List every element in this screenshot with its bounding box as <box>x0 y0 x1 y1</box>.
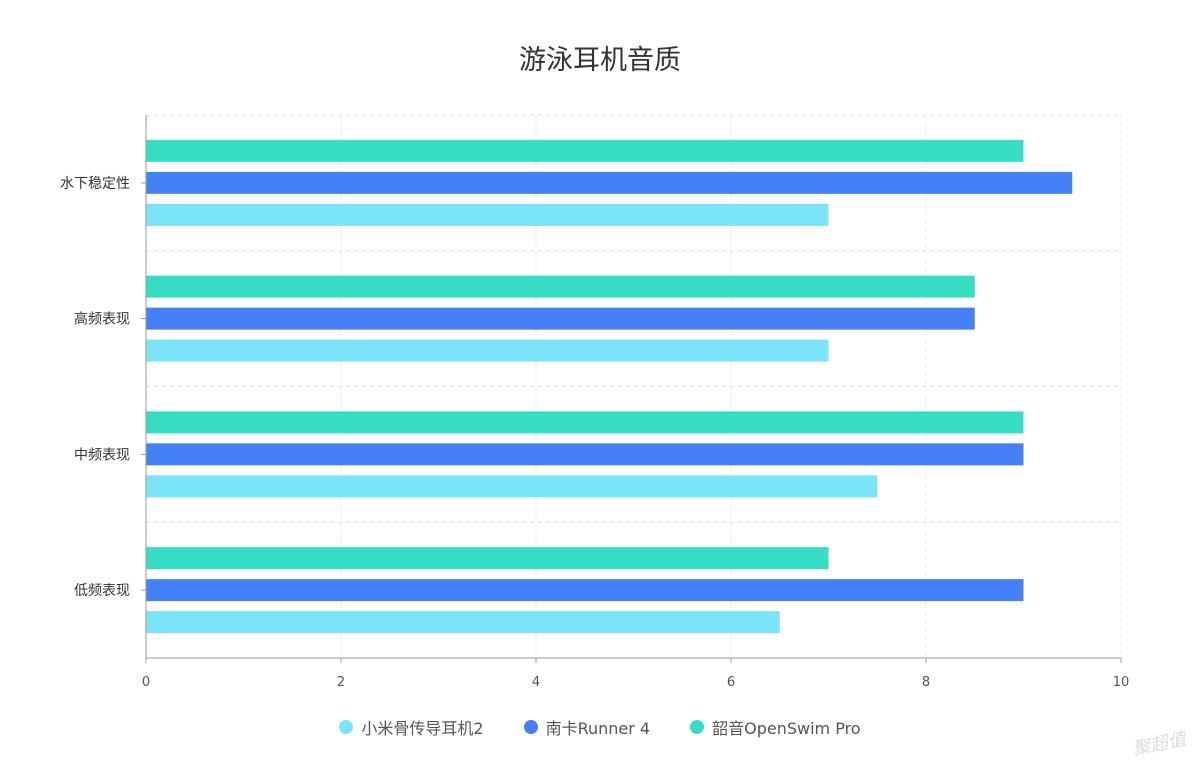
bar <box>146 139 1024 162</box>
legend-item[interactable]: 南卡Runner 4 <box>523 715 651 739</box>
legend-label: 南卡Runner 4 <box>545 719 651 738</box>
x-tick-label: 10 <box>1113 675 1130 690</box>
x-tick-label: 2 <box>337 675 345 690</box>
y-category-label: 低频表现 <box>74 583 130 599</box>
bar <box>146 339 829 362</box>
legend-item[interactable]: 韶音OpenSwim Pro <box>690 715 861 739</box>
x-tick-label: 8 <box>922 675 930 690</box>
legend-label: 小米骨传导耳机2 <box>361 719 484 738</box>
bar <box>146 275 975 298</box>
bar <box>146 203 829 226</box>
x-tick-label: 4 <box>532 675 540 690</box>
bar <box>146 579 1024 602</box>
legend-marker <box>339 720 354 734</box>
chart-title: 游泳耳机音质 <box>519 45 681 76</box>
legend-label: 韶音OpenSwim Pro <box>712 719 861 738</box>
grid-lines <box>146 114 1122 658</box>
bar <box>146 547 829 570</box>
bar <box>146 307 975 330</box>
legend: 小米骨传导耳机2 南卡Runner 4 韶音OpenSwim Pro <box>0 715 1200 739</box>
bars <box>146 139 1073 634</box>
bar <box>146 475 878 498</box>
y-category-label: 中频表现 <box>74 447 130 463</box>
bar <box>146 611 780 634</box>
legend-item[interactable]: 小米骨传导耳机2 <box>339 715 484 739</box>
x-tick-label: 6 <box>727 675 735 690</box>
y-category-label: 水下稳定性 <box>60 176 130 192</box>
y-category-label: 高频表现 <box>74 311 130 328</box>
bar <box>146 171 1073 194</box>
legend-marker <box>523 720 538 734</box>
x-tick-label: 0 <box>142 675 150 690</box>
legend-marker <box>690 720 705 734</box>
bar <box>146 443 1024 466</box>
bar <box>146 411 1024 434</box>
